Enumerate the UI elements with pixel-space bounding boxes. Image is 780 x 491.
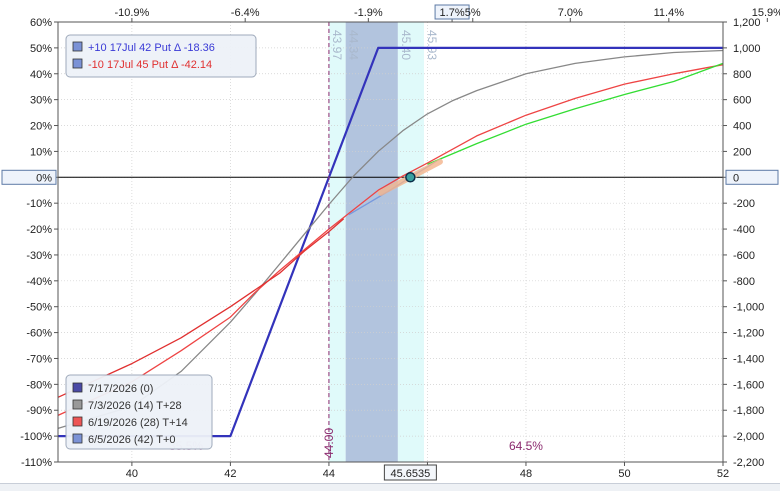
y2-tick-label: -400 (733, 224, 755, 236)
current-price-label: 45.6535 (390, 468, 430, 480)
y-tick-label: -90% (26, 405, 52, 417)
series-line-1 (57, 49, 724, 430)
price-band (397, 22, 424, 462)
date-legend-label: 7/17/2026 (0) (88, 383, 153, 395)
band-labels: 43.97 44.34 45.40 45.93 (330, 30, 439, 60)
band-label: 45.93 (425, 30, 439, 60)
y-zero-box (1, 169, 57, 185)
breakeven-label: 44.00 (322, 428, 336, 458)
top-tick-label: 1.7% (440, 7, 465, 19)
y-tick-label: -110% (21, 457, 52, 469)
position-legend: +10 17Jul 42 Put Δ -18.36 -10 17Jul 45 Pu… (65, 34, 257, 78)
y-tick-label: 60% (30, 17, 52, 29)
y-tick-label: 50% (30, 43, 52, 55)
y2-tick-label: -2,000 (733, 431, 764, 443)
position-legend-label: -10 17Jul 45 Put Δ -42.14 (88, 59, 212, 71)
y2-tick-label: 600 (733, 95, 751, 107)
y2-tick-label: -1,000 (733, 302, 764, 314)
y-tick-label: -30% (26, 250, 52, 262)
y2-zero-box (725, 169, 779, 185)
y-tick-label: 40% (30, 69, 52, 81)
y2-tick-label: 1,000 (733, 43, 761, 55)
date-legend: 7/17/2026 (0) 7/3/2026 (14) T+28 6/19/2026… (65, 374, 213, 450)
band-label: 45.40 (399, 30, 413, 60)
date-legend-box (65, 374, 213, 450)
y2-tick-label: -200 (733, 198, 755, 210)
date-legend-label: 6/5/2026 (42) T+0 (88, 434, 176, 446)
band-label: 44.34 (347, 30, 361, 60)
top-tick-label: 15.9% (752, 7, 780, 19)
y-tick-label: -20% (26, 224, 52, 236)
y2-tick-label: -800 (733, 276, 755, 288)
current-price-box (383, 464, 437, 481)
y2-tick-label: -1,200 (733, 328, 764, 340)
top-tick-label: 7.0% (558, 7, 583, 19)
y-tick-label: 10% (30, 146, 52, 158)
position-legend-label: +10 17Jul 42 Put Δ -18.36 (88, 42, 215, 54)
date-legend-swatch (72, 399, 83, 410)
y2-tick-label: 800 (733, 69, 751, 81)
y-tick-label: 0% (36, 172, 52, 184)
top-tick-label: 11.4% (654, 7, 685, 19)
x-tick-label: 40 (126, 468, 138, 480)
current-price-marker (405, 172, 416, 183)
x-tick-label: 42 (224, 468, 236, 480)
series-line-5 (427, 62, 724, 165)
y2-tick-label: -1,800 (733, 405, 764, 417)
band-label: 43.97 (330, 30, 344, 60)
top-current-box (434, 4, 470, 20)
price-band (345, 22, 398, 462)
y2-tick-label: 200 (733, 146, 751, 158)
y-tick-label: -80% (26, 379, 52, 391)
x-tick-label: 50 (618, 468, 630, 480)
date-legend-swatch (72, 416, 83, 427)
probability-label: 64.5% (509, 439, 543, 453)
bottom-scroll-strip[interactable] (0, 483, 780, 491)
y2-tick-label: -1,400 (733, 353, 764, 365)
top-tick-label: 5% (465, 7, 481, 19)
x-tick-label: 44 (323, 468, 335, 480)
top-tick-label: -6.4% (231, 7, 260, 19)
y2-tick-label: 400 (733, 121, 751, 133)
y-tick-label: -70% (26, 353, 52, 365)
date-legend-swatch (72, 433, 83, 444)
y-tick-label: -100% (20, 431, 52, 443)
position-legend-swatch (72, 41, 83, 52)
y2-tick-label: -1,600 (733, 379, 764, 391)
axes: 60% 50% 40% 30% 20% 10% -10% -20% -30% -40% -50% -6… (1, 4, 780, 481)
y-tick-label: 30% (30, 95, 52, 107)
y2-tick-label: -600 (733, 250, 755, 262)
x-tick-label: 48 (520, 468, 532, 480)
top-tick-label: -1.9% (354, 7, 383, 19)
y-tick-label: -10% (26, 198, 52, 210)
y-tick-label: -50% (26, 302, 52, 314)
position-legend-swatch (72, 58, 83, 69)
series-line-4 (57, 218, 345, 398)
date-legend-label: 6/19/2026 (28) T+14 (88, 417, 188, 429)
y-tick-label: -40% (26, 276, 52, 288)
y2-tick-label: 1,200 (733, 17, 761, 29)
y2-tick-label: -2,200 (733, 457, 764, 469)
date-legend-label: 7/3/2026 (14) T+28 (88, 400, 182, 412)
y-tick-label: -60% (26, 328, 52, 340)
price-band (328, 22, 346, 462)
y-tick-label: 20% (30, 121, 52, 133)
x-tick-label: 52 (717, 468, 729, 480)
plot-frame (57, 21, 724, 463)
series-line-2 (57, 64, 724, 416)
position-legend-box (65, 34, 257, 78)
date-legend-swatch (72, 382, 83, 393)
top-tick-label: -10.9% (114, 7, 149, 19)
y2-tick-label: 0 (733, 172, 739, 184)
